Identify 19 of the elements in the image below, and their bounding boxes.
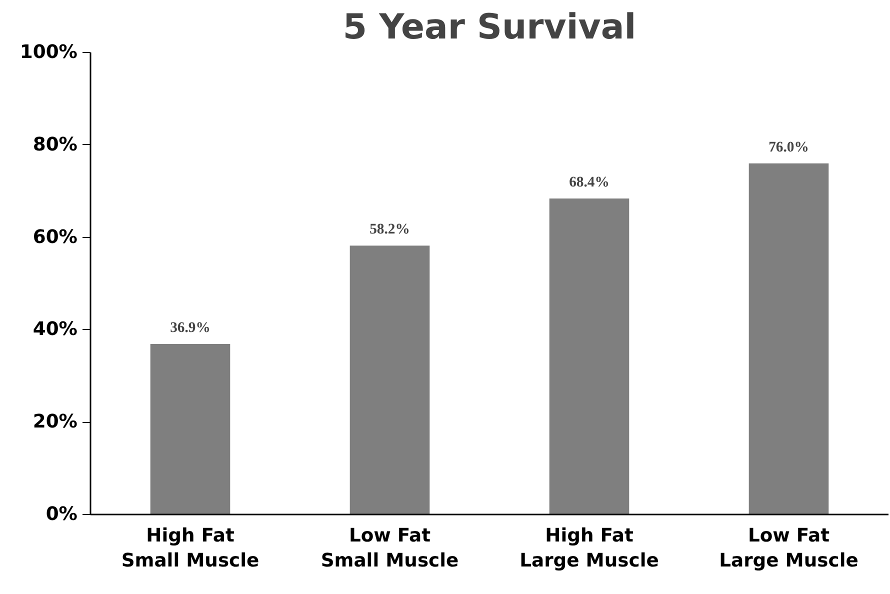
data-label: 58.2% bbox=[370, 222, 410, 238]
bar bbox=[350, 246, 430, 514]
x-tick-label: High Fat Small Muscle bbox=[121, 526, 260, 572]
bar bbox=[549, 198, 630, 514]
data-label: 76.0% bbox=[768, 139, 809, 156]
x-tick-label: Low Fat Large Muscle bbox=[719, 526, 858, 572]
data-label: 36.9% bbox=[170, 320, 210, 336]
y-tick-label: 60% bbox=[32, 226, 78, 248]
bar bbox=[748, 163, 829, 514]
y-tick-label: 0% bbox=[46, 504, 78, 525]
y-tick-label: 40% bbox=[32, 319, 78, 340]
bar bbox=[150, 344, 230, 514]
data-label: 68.4% bbox=[569, 174, 610, 190]
y-tick-label: 80% bbox=[32, 134, 78, 156]
y-tick-label: 20% bbox=[32, 412, 78, 433]
x-tick-label: Low Fat Small Muscle bbox=[320, 526, 459, 572]
x-tick-label: High Fat Large Muscle bbox=[520, 526, 659, 572]
y-tick-label: 100% bbox=[20, 42, 78, 63]
chart-title: 5 Year Survival bbox=[342, 8, 636, 48]
